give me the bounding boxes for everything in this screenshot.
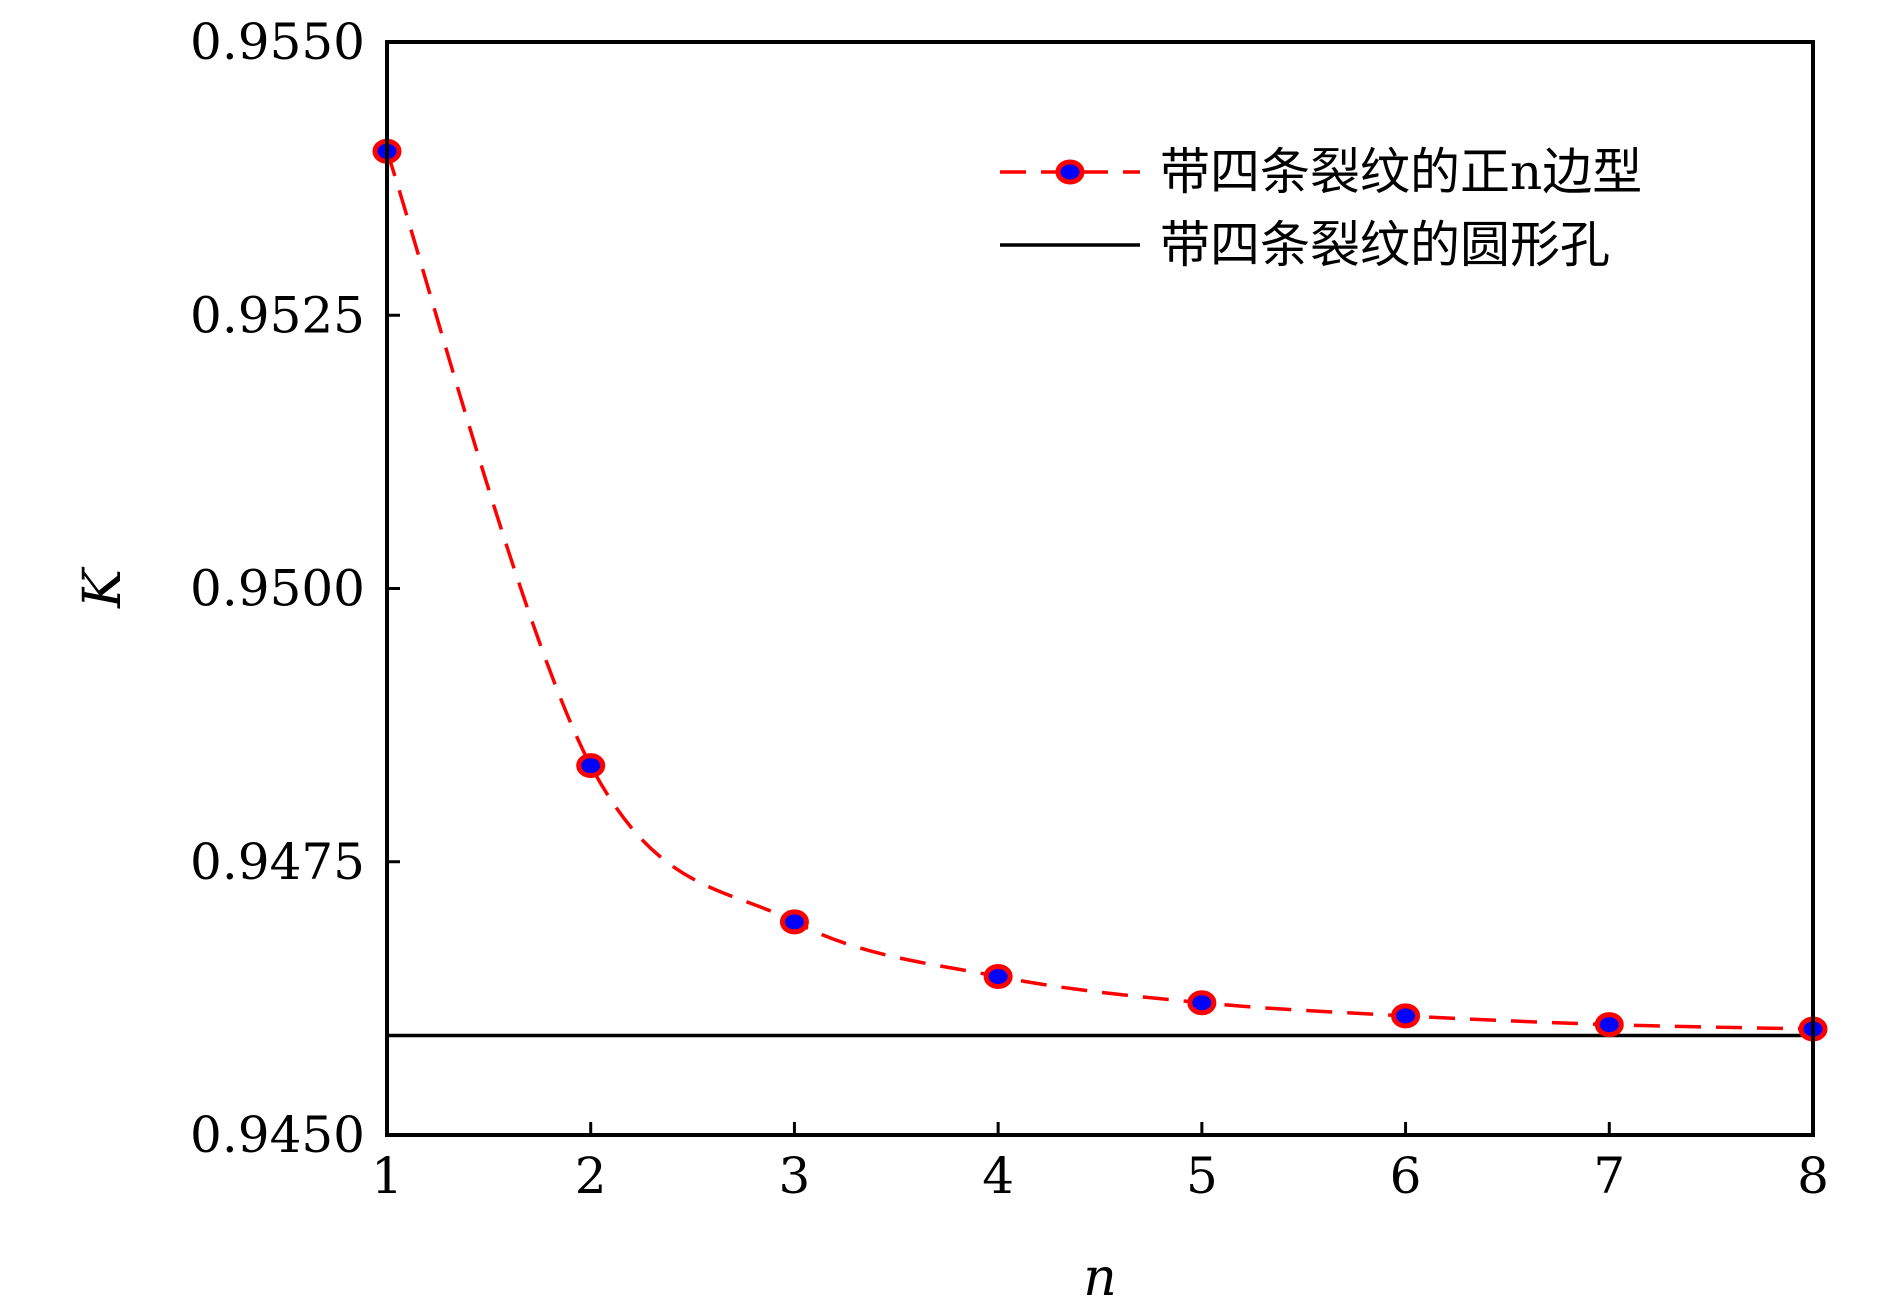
x-tick-label-5: 5 (1186, 1147, 1218, 1205)
x-tick-label-6: 6 (1390, 1147, 1422, 1205)
axes-layer: 1 2 3 4 5 6 7 8 0.9450 0.9475 0.9500 0.9525 0.9550 n K (73, 13, 1829, 1308)
x-tick-label-4: 4 (982, 1147, 1014, 1205)
legend-label-polygon: 带四条裂纹的正n边型 (1160, 143, 1642, 201)
x-tick-label-8: 8 (1797, 1147, 1829, 1205)
data-point-7 (1594, 1012, 1624, 1038)
y-tick-label-0.9450: 0.9450 (190, 1106, 365, 1164)
data-point-5 (1187, 990, 1217, 1016)
series-line-polygon (385, 150, 1814, 1031)
x-tick-label-7: 7 (1593, 1147, 1625, 1205)
x-tick-label-3: 3 (779, 1147, 811, 1205)
x-tick-label-2: 2 (575, 1147, 607, 1205)
y-tick-label-0.9550: 0.9550 (190, 13, 365, 71)
y-axis-title: K (73, 566, 133, 609)
data-point-3 (779, 909, 809, 935)
data-point-2 (576, 753, 606, 779)
x-tick-label-1: 1 (371, 1147, 403, 1205)
data-point-4 (983, 964, 1013, 990)
plot-layer (372, 138, 1828, 1042)
y-tick-label-0.9525: 0.9525 (190, 286, 365, 344)
legend-marker-polygon (1055, 159, 1085, 185)
plot-frame (385, 40, 1815, 1137)
x-axis-title: n (1083, 1248, 1117, 1308)
data-point-6 (1391, 1003, 1421, 1029)
legend-label-circular-hole: 带四条裂纹的圆形孔 (1160, 216, 1610, 274)
y-tick-label-0.9475: 0.9475 (190, 833, 365, 891)
y-tick-label-0.9500: 0.9500 (190, 560, 365, 618)
